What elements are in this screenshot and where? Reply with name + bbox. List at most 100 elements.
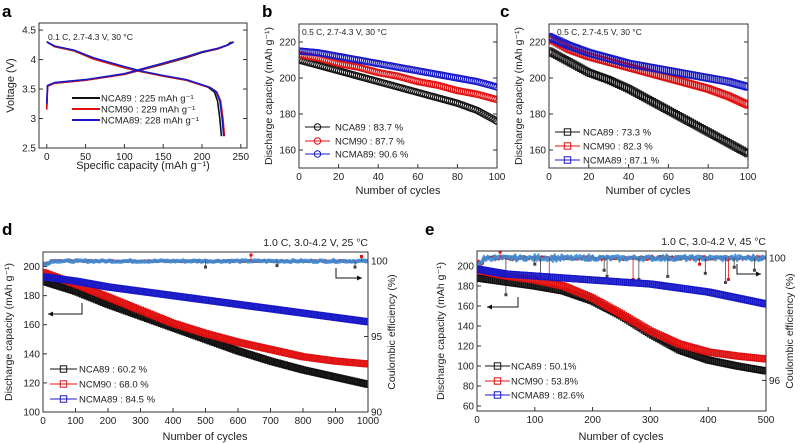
- series-NCM90: [299, 50, 497, 104]
- panel-label: d: [2, 220, 12, 239]
- charge-curve-NCMA89: [45, 41, 235, 104]
- plot-area: [549, 32, 748, 158]
- arrow-right-head: [756, 271, 761, 277]
- x-axis-label: Specific capacity (mAh g⁻¹): [76, 160, 210, 172]
- y-axis-label: Voltage (V): [5, 58, 17, 112]
- x-tick-label: 500: [197, 416, 214, 427]
- y2-axis-label: Coulombic efficiency (%): [386, 274, 398, 389]
- x-tick-label: 80: [452, 172, 464, 183]
- x-tick-label: 250: [232, 152, 249, 163]
- ce-outlier-point: [602, 268, 606, 272]
- x-tick-label: 100: [740, 172, 757, 183]
- y2-tick-label: 100: [371, 257, 388, 268]
- legend-item-NCMA89: NCMA89 : 82.6%: [485, 391, 585, 402]
- x-tick-label: 900: [327, 416, 344, 427]
- legend-marker: [313, 137, 322, 145]
- x-tick-label: 40: [623, 172, 635, 183]
- y-tick-label: 100: [457, 362, 474, 373]
- legend-marker: [313, 150, 322, 158]
- y-tick-label: 200: [457, 262, 474, 273]
- legend-marker: [59, 365, 68, 373]
- y-tick-label: 220: [529, 38, 546, 49]
- legend-label: NCA89 : 83.7 %: [335, 123, 404, 134]
- legend-label: NCM90 : 82.3 %: [583, 142, 653, 153]
- legend-marker: [563, 128, 572, 136]
- legend-label: NCA89 : 60.2 %: [79, 365, 148, 376]
- series-NCMA89: [299, 47, 497, 91]
- legend-item-NCM90: NCM90 : 53.8%: [485, 377, 579, 388]
- series-NCMA89: [43, 273, 368, 326]
- y-axis-label: Discharge capacity (mAh g⁻¹): [3, 263, 15, 401]
- arrow-left-head: [48, 311, 53, 317]
- legend-marker: [563, 156, 572, 164]
- y-tick-label: 160: [457, 302, 474, 313]
- legend-item-NCM90: NCM90 : 229 mAh g⁻¹: [72, 105, 195, 116]
- plot-area: [477, 251, 766, 375]
- plot-area: [299, 47, 497, 125]
- legend-label: NCA89 : 73.3 %: [583, 128, 652, 139]
- legend-label: NCM90 : 229 mAh g⁻¹: [101, 105, 195, 116]
- y-tick-label: 220: [279, 38, 296, 49]
- y-tick-label: 160: [23, 320, 40, 331]
- axis-arrows: [48, 268, 362, 317]
- plot-frame: [548, 23, 749, 169]
- legend-item-NCMA89: NCMA89 : 87.1 %: [555, 156, 660, 167]
- legend-item-NCM90: NCM90 : 68.0 %: [50, 380, 149, 391]
- y-tick-label: 200: [529, 74, 546, 85]
- arrow-left-axis: [487, 297, 519, 308]
- x-tick-label: 100: [116, 152, 133, 163]
- ce-outlier-point: [533, 262, 537, 266]
- series-band-NCM90: [43, 270, 368, 367]
- y-tick-label: 4.5: [22, 26, 36, 37]
- plot-area: [43, 253, 368, 388]
- plot-frame: [298, 23, 498, 169]
- arrow-right-head: [357, 275, 362, 281]
- legend-label: NCMA89: 90.6 %: [335, 150, 409, 161]
- x-tick-label: 100: [526, 415, 543, 426]
- condition-text: 0.5 C, 2.7-4.5 V, 30 °C: [557, 27, 642, 37]
- x-tick-label: 40: [373, 172, 385, 183]
- series-NCMA89: [549, 32, 748, 91]
- ce-outlier-point: [353, 265, 357, 269]
- legend-item-NCA89: NCA89 : 73.3 %: [555, 128, 652, 139]
- legend-item-NCA89: NCA89 : 50.1%: [485, 362, 577, 373]
- y-tick-label: 4: [30, 55, 36, 66]
- legend-label: NCM90 : 68.0 %: [79, 380, 149, 391]
- x-axis-label: Number of cycles: [579, 431, 664, 443]
- series-band-NCMA89: [477, 266, 766, 307]
- panel-label: c: [500, 2, 509, 21]
- ce-outlier-point: [605, 274, 609, 278]
- y-tick-label: 140: [23, 349, 40, 360]
- condition-text: 1.0 C, 3.0-4.2 V, 45 °C: [661, 236, 766, 248]
- x-tick-label: 600: [230, 416, 247, 427]
- y-tick-label: 160: [279, 146, 296, 157]
- ce-outlier-point: [275, 264, 279, 268]
- x-tick-label: 400: [165, 416, 182, 427]
- panel-e: e 1.0 C, 3.0-4.2 V, 45 °C 0 100 200 300 400 500…: [425, 220, 796, 443]
- legend-item-NCA89: NCA89 : 225 mAh g⁻¹: [72, 94, 194, 105]
- x-tick-label: 200: [584, 415, 601, 426]
- y-tick-label: 180: [457, 282, 474, 293]
- series-NCMA89: [477, 265, 766, 308]
- x-tick-label: 20: [583, 172, 595, 183]
- plot-frame: [476, 250, 767, 412]
- x-tick-label: 0: [546, 172, 552, 183]
- legend-item-NCM90: NCM90 : 82.3 %: [555, 142, 653, 153]
- legend-marker: [313, 123, 322, 131]
- data-point: [742, 100, 748, 108]
- x-tick-label: 300: [642, 415, 659, 426]
- legend-label: NCMA89: 228 mAh g⁻¹: [101, 116, 199, 127]
- x-tick-label: 100: [489, 172, 506, 183]
- y-tick-label: 200: [23, 262, 40, 273]
- y-tick-label: 3: [30, 114, 36, 125]
- x-tick-label: 0: [44, 152, 50, 163]
- ce-outlier-point: [360, 255, 363, 259]
- x-tick-label: 80: [703, 172, 715, 183]
- x-tick-label: 0: [40, 416, 46, 427]
- plot-frame: [42, 251, 369, 413]
- series-NCMA89: [45, 41, 235, 137]
- data-point: [742, 148, 748, 157]
- condition-text: 0.1 C, 2.7-4.3 V, 30 °C: [48, 32, 133, 42]
- y-axis-label: Discharge capacity (mAh g⁻¹): [263, 27, 275, 165]
